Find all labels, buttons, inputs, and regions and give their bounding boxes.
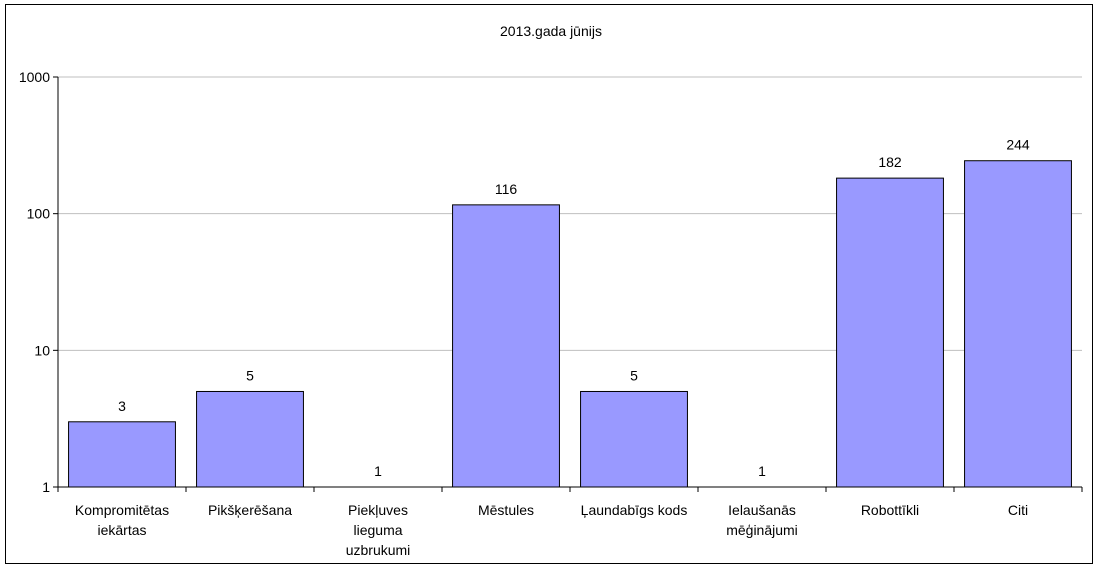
bars [68,160,1072,488]
data-label: 1 [758,463,766,479]
data-label: 5 [630,367,638,383]
category-label: lieguma [353,522,402,538]
chart-area: 2013.gada jūnijs 1 10 100 1000 3 Kompromitēt… [5,4,1093,564]
category-label: Pikšķerēšana [208,502,292,518]
category-label: iekārtas [97,522,146,538]
y-tick-label: 10 [34,342,50,358]
data-label: 244 [1006,137,1030,153]
category-label: Robottīkli [861,502,919,518]
bar [836,177,944,488]
chart-svg: 2013.gada jūnijs 1 10 100 1000 3 Kompromitēt… [19,23,1083,558]
data-label: 5 [246,367,254,383]
y-tick-label: 100 [27,206,51,222]
bar [68,421,176,488]
data-label: 3 [118,398,126,414]
bar [452,204,560,488]
data-label: 182 [878,154,902,170]
data-labels: 3 Kompromitētas iekārtas 5 Pikšķerēšana 1 Piek… [75,137,1030,558]
axes: 1 10 100 1000 [19,69,1083,495]
y-tick-label: 1 [42,479,50,495]
category-label: Mēstules [478,502,534,518]
category-label: Piekļuves [348,502,408,518]
data-label: 1 [374,463,382,479]
category-label: uzbrukumi [346,542,411,558]
category-label: Citi [1008,502,1028,518]
bar [196,390,304,488]
category-label: Ļaundabīgs kods [581,502,688,518]
category-label: Kompromitētas [75,502,169,518]
y-tick-label: 1000 [19,69,50,85]
chart-title: 2013.gada jūnijs [500,23,602,39]
category-label: mēģinājumi [726,522,798,538]
category-label: Ielaušanās [728,502,796,518]
bar [964,160,1072,488]
bar [580,390,688,488]
data-label: 116 [495,181,518,197]
